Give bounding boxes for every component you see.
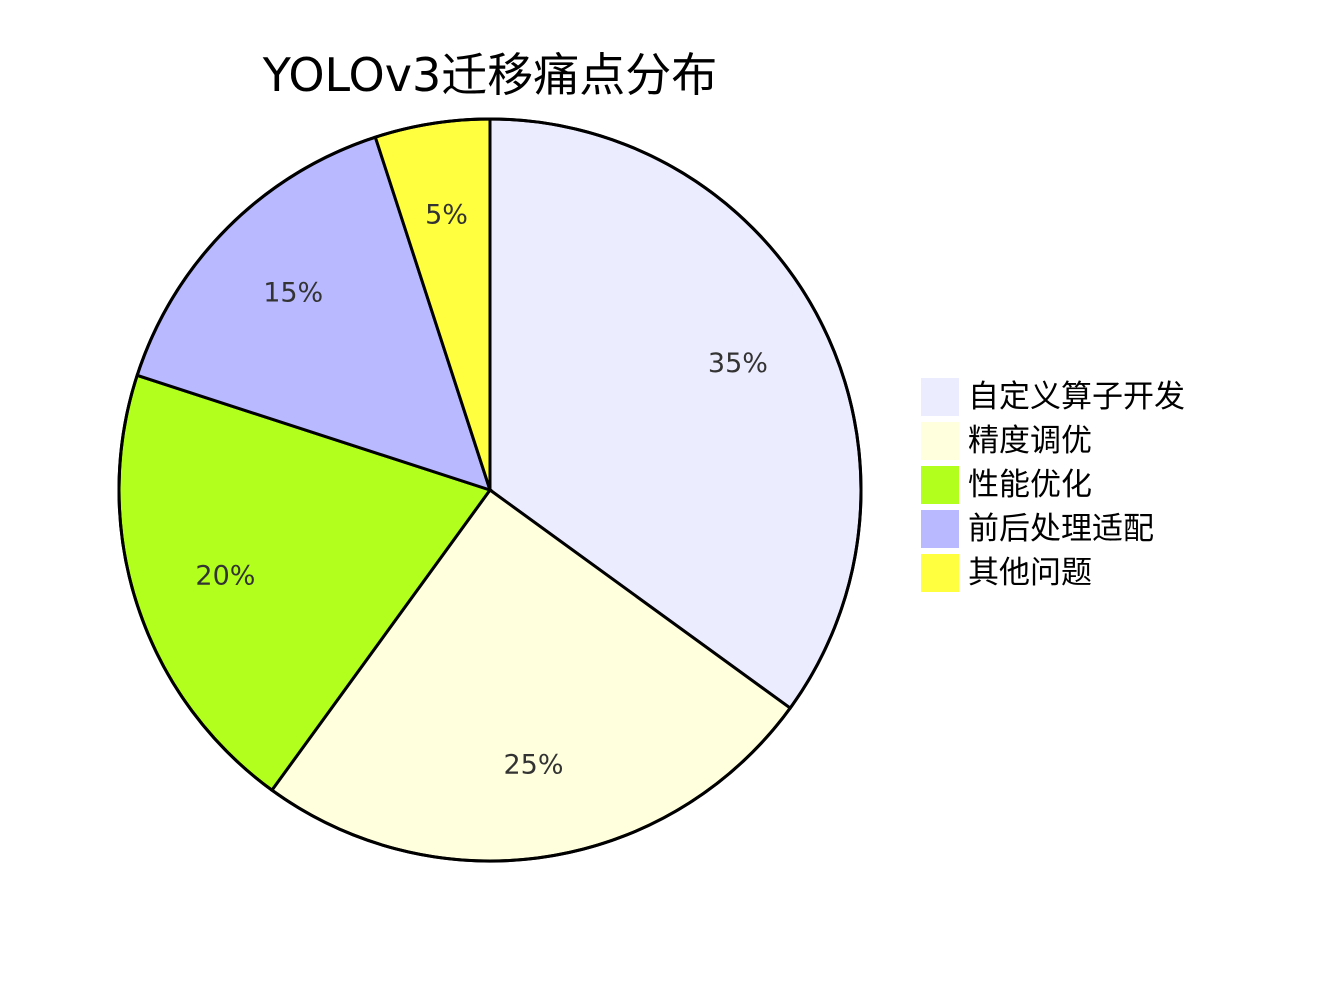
legend-label: 性能优化: [968, 467, 1092, 503]
legend-item: 其他问题: [921, 554, 1092, 592]
legend-item: 精度调优: [921, 422, 1092, 460]
slice-percent-label: 25%: [503, 749, 563, 780]
pie-slices: [117, 117, 863, 863]
slice-percent-label: 5%: [425, 200, 468, 231]
slice-percent-label: 15%: [263, 278, 323, 309]
pie-slice-labels: 35% 25% 20% 15% 5%: [195, 200, 768, 781]
legend-item: 性能优化: [921, 466, 1092, 504]
chart-title: YOLOv3迁移痛点分布: [262, 48, 717, 102]
legend-label: 其他问题: [968, 555, 1092, 591]
legend-item: 前后处理适配: [921, 510, 1154, 548]
legend-swatch: [921, 554, 959, 592]
slice-percent-label: 35%: [708, 348, 768, 379]
legend-item: 自定义算子开发: [921, 378, 1185, 416]
legend-swatch: [921, 422, 959, 460]
slice-percent-label: 20%: [195, 561, 255, 592]
legend-swatch: [921, 466, 959, 504]
legend-swatch: [921, 510, 959, 548]
legend-label: 自定义算子开发: [968, 379, 1185, 415]
legend-swatch: [921, 378, 959, 416]
legend-label: 前后处理适配: [968, 511, 1154, 547]
legend-label: 精度调优: [968, 423, 1092, 459]
pie-outline: [117, 117, 863, 863]
